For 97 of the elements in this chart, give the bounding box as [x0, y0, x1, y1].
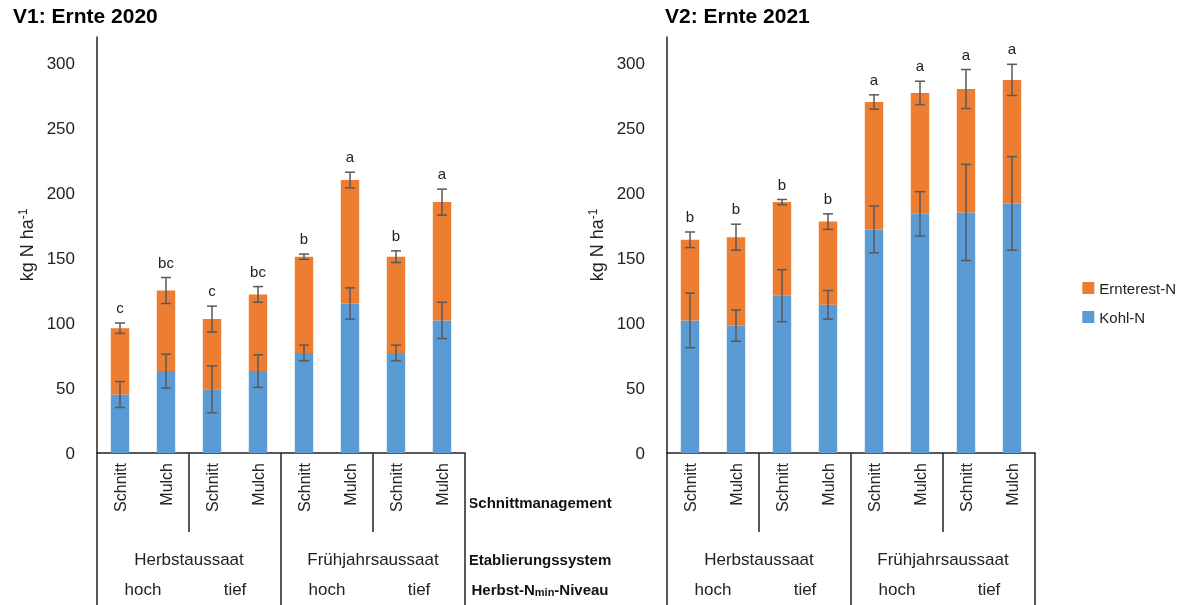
- bar: [910, 213, 930, 453]
- text: hoch: [308, 579, 346, 599]
- bar: [340, 180, 360, 304]
- bar: [340, 303, 360, 453]
- bar: [386, 352, 406, 453]
- text: Herbst-Nmin-Niveau: [471, 580, 609, 598]
- text: tief: [793, 579, 817, 599]
- y-tick-label: 250: [46, 118, 75, 138]
- text: Frühjahrsaussaat: [307, 549, 439, 569]
- text: hoch: [878, 579, 916, 599]
- y-tick-label: 250: [616, 118, 645, 138]
- y-axis-title: kg N ha-1: [15, 208, 37, 282]
- chart-title: V2: Ernte 2021: [665, 4, 811, 27]
- x-tick-label: Schnitt: [681, 462, 699, 512]
- annotation: b: [299, 230, 309, 248]
- y-tick-label: 0: [65, 443, 75, 463]
- x-tick-label: Mulch: [819, 463, 837, 506]
- annotation: a: [437, 165, 447, 183]
- bar: [156, 290, 176, 372]
- y-tick-label: 50: [626, 378, 645, 398]
- annotation: a: [961, 45, 971, 63]
- y-tick-label: 150: [46, 248, 75, 268]
- x-tick-label: Schnitt: [957, 462, 975, 512]
- x-tick-label: Mulch: [1003, 463, 1021, 506]
- y-axis-title: kg N ha-1: [585, 208, 607, 282]
- bar: [202, 389, 222, 453]
- chart-title: V1: Ernte 2020: [13, 4, 158, 27]
- annotation: a: [869, 70, 879, 88]
- x-tick-label: Schnitt: [387, 462, 405, 512]
- bar: [110, 328, 130, 395]
- text: Herbstaussaat: [134, 549, 245, 569]
- text: Etablierungssystem: [468, 550, 612, 568]
- annotation: bc: [158, 253, 175, 271]
- annotation: bc: [250, 262, 267, 280]
- annotation: c: [116, 299, 125, 316]
- y-tick-label: 200: [616, 183, 645, 203]
- bar: [772, 202, 792, 296]
- text: tief: [407, 579, 431, 599]
- bar: [726, 325, 746, 453]
- annotation: a: [915, 57, 925, 75]
- bar: [680, 239, 700, 321]
- bar: [110, 394, 130, 453]
- text: tief: [223, 579, 247, 599]
- y-tick-label: 50: [56, 378, 75, 398]
- x-tick-label: Mulch: [249, 463, 267, 506]
- x-tick-label: Schnitt: [773, 462, 791, 512]
- y-tick-label: 150: [616, 248, 645, 268]
- bar: [864, 102, 884, 230]
- annotation: c: [208, 282, 217, 300]
- x-tick-label: Schnitt: [111, 462, 129, 512]
- bar: [294, 352, 314, 453]
- x-tick-label: Schnitt: [295, 462, 313, 512]
- bar: [248, 371, 268, 453]
- bar: [818, 221, 838, 305]
- annotation: a: [345, 148, 355, 166]
- text: hoch: [694, 579, 732, 599]
- y-tick-label: 300: [46, 53, 75, 73]
- bar: [956, 212, 976, 453]
- x-tick-label: Mulch: [341, 463, 359, 506]
- bar: [910, 92, 930, 214]
- x-tick-label: Mulch: [911, 463, 929, 506]
- x-tick-label: Mulch: [727, 463, 745, 506]
- bar: [1002, 203, 1022, 453]
- bar: [294, 256, 314, 353]
- bar: [386, 256, 406, 353]
- annotation: b: [777, 175, 787, 193]
- text: tief: [977, 579, 1001, 599]
- x-tick-label: Mulch: [157, 463, 175, 506]
- bar: [864, 229, 884, 453]
- bar: [772, 295, 792, 453]
- y-tick-label: 300: [616, 53, 645, 73]
- annotation: b: [685, 208, 695, 225]
- y-tick-label: 0: [635, 443, 645, 463]
- annotation: b: [731, 200, 741, 218]
- annotation: b: [391, 226, 401, 244]
- text: Herbstaussaat: [704, 549, 815, 569]
- bar: [726, 237, 746, 326]
- bar: [432, 320, 452, 453]
- x-tick-label: Mulch: [433, 463, 451, 506]
- legend-label: Ernterest-N: [1099, 279, 1176, 297]
- y-tick-label: 100: [46, 313, 75, 333]
- text: hoch: [124, 579, 162, 599]
- bar: [156, 371, 176, 453]
- bar: [956, 89, 976, 213]
- annotation: b: [823, 189, 833, 207]
- x-tick-label: Schnitt: [865, 462, 883, 512]
- annotation: a: [1007, 40, 1017, 58]
- y-tick-label: 200: [46, 183, 75, 203]
- y-tick-label: 100: [616, 313, 645, 333]
- bar: [432, 202, 452, 321]
- bar: [818, 304, 838, 453]
- bar: [680, 320, 700, 453]
- bar: [248, 294, 268, 372]
- bar: [1002, 79, 1022, 204]
- text: Frühjahrsaussaat: [877, 549, 1009, 569]
- legend-label: Kohl-N: [1099, 308, 1146, 326]
- x-tick-label: Schnitt: [203, 462, 221, 512]
